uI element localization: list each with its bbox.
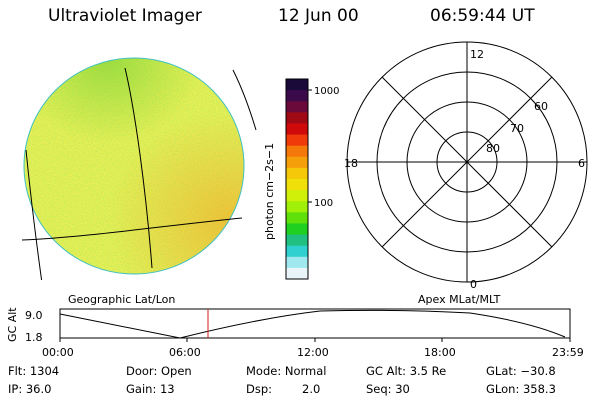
dsp-label: Dsp: bbox=[246, 382, 273, 396]
colorbar-band bbox=[286, 245, 308, 258]
polar-plot: 12 18 6 0 60 70 80 bbox=[344, 41, 588, 290]
time-tick-0000: 00:00 bbox=[42, 346, 74, 359]
apex-title: Apex MLat/MLT bbox=[418, 293, 501, 306]
ip-readout: IP: 36.0 bbox=[8, 382, 52, 396]
door-readout: Door: Open bbox=[126, 364, 192, 378]
dsp-value: 2.0 bbox=[302, 382, 321, 396]
colorbar-band bbox=[286, 101, 308, 113]
geographic-title: Geographic Lat/Lon bbox=[68, 293, 176, 306]
meridian-line-east bbox=[232, 69, 257, 131]
colorbar-band bbox=[286, 112, 308, 125]
seq-readout: Seq: 30 bbox=[366, 382, 410, 396]
colorbar-band bbox=[286, 256, 308, 269]
date-label: 12 Jun 00 bbox=[278, 6, 359, 26]
flight-readout: Flt: 1304 bbox=[8, 364, 60, 378]
colorbar-band bbox=[286, 90, 308, 102]
mlt-label-18: 18 bbox=[344, 157, 358, 170]
colorbar-band bbox=[286, 234, 308, 247]
colorbar-band bbox=[286, 201, 308, 213]
colorbar-band bbox=[286, 267, 308, 280]
meridian-line-west bbox=[25, 149, 43, 280]
colorbar-band bbox=[286, 156, 308, 169]
colorbar-band bbox=[286, 79, 308, 91]
altitude-strip: 9.0 1.8 00:00 06:00 12:00 18:00 23:59 bbox=[25, 308, 584, 359]
gain-readout: Gain: 13 bbox=[126, 382, 175, 396]
colorbar-band bbox=[286, 223, 308, 236]
earth-disk-outline bbox=[23, 57, 245, 275]
time-label: 06:59:44 UT bbox=[430, 6, 535, 26]
gc-alt-readout: GC Alt: 3.5 Re bbox=[366, 364, 447, 378]
mlat-label-80: 80 bbox=[486, 142, 500, 155]
time-tick-1200: 12:00 bbox=[297, 346, 329, 359]
colorbar-band bbox=[286, 167, 308, 180]
meridian-line bbox=[124, 67, 153, 269]
glon-readout: GLon: 358.3 bbox=[486, 382, 556, 396]
colorbar: 1000 100 bbox=[285, 78, 339, 280]
mlt-label-6: 6 bbox=[578, 157, 585, 170]
colorbar-band bbox=[286, 190, 308, 202]
altitude-axis-label: GC Alt bbox=[6, 307, 19, 342]
colorbar-band bbox=[286, 145, 308, 158]
mlat-label-60: 60 bbox=[534, 100, 548, 113]
glat-readout: GLat: −30.8 bbox=[486, 364, 556, 378]
colorbar-tick-100: 100 bbox=[314, 198, 333, 209]
mode-readout: Mode: Normal bbox=[246, 364, 327, 378]
time-tick-0600: 06:00 bbox=[169, 346, 201, 359]
colorbar-band bbox=[286, 212, 308, 225]
mlt-label-0: 0 bbox=[470, 278, 477, 290]
mlat-label-70: 70 bbox=[510, 122, 524, 135]
time-tick-2359: 23:59 bbox=[552, 346, 584, 359]
time-tick-1800: 18:00 bbox=[424, 346, 456, 359]
alt-tick-1.8: 1.8 bbox=[25, 331, 43, 344]
alt-tick-9: 9.0 bbox=[25, 309, 43, 322]
mlt-label-12: 12 bbox=[470, 48, 484, 61]
colorbar-band bbox=[286, 123, 308, 136]
altitude-curve bbox=[59, 309, 566, 339]
colorbar-unit-label: photon cm−2s−1 bbox=[263, 142, 276, 240]
parallel-line bbox=[21, 217, 243, 241]
instrument-title: Ultraviolet Imager bbox=[48, 6, 202, 26]
colorbar-band bbox=[286, 179, 308, 191]
colorbar-tick-1000: 1000 bbox=[314, 86, 339, 97]
imager-panel bbox=[21, 57, 257, 280]
colorbar-band bbox=[286, 134, 308, 147]
